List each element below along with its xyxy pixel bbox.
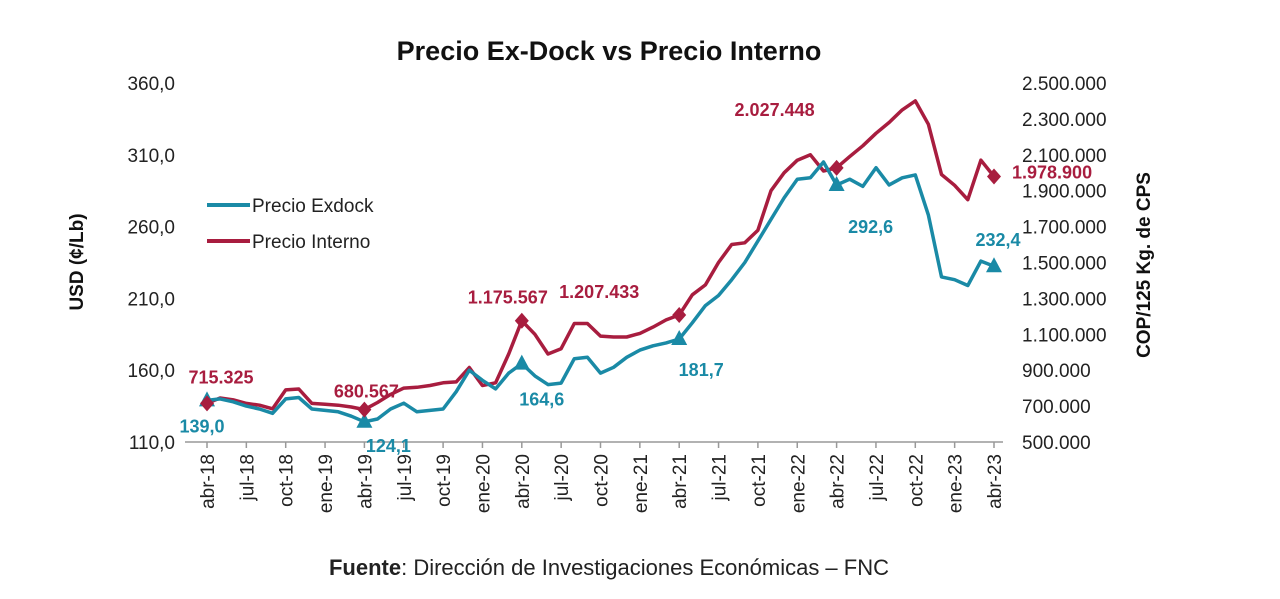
data-markers	[199, 159, 1002, 428]
y2-tick-900-000: 900.000	[1022, 361, 1091, 382]
y2-axis-ticks: 500.000 700.000 900.000 1.100.000 1.300.000 1…	[1022, 74, 1107, 454]
marker-precio-interno-2019-04	[357, 401, 372, 418]
y2-tick-1-700-000: 1.700.000	[1022, 218, 1107, 239]
series-line-precio-exdock	[205, 160, 996, 424]
source-text: : Dirección de Investigaciones Económica…	[401, 555, 889, 580]
marker-precio-interno-2020-04	[514, 312, 529, 329]
x-tick-jul-20: jul-20	[552, 454, 573, 501]
data-label-precio-exdock-2022-04: 292,6	[848, 217, 893, 237]
x-tick-ene-22: ene-22	[788, 454, 809, 513]
data-label-precio-interno-2021-04: 1.207.433	[559, 282, 639, 302]
data-label-precio-interno-2020-04: 1.175.567	[468, 288, 548, 308]
source-label: Fuente	[329, 555, 401, 580]
legend: Precio Exdock Precio Interno	[207, 196, 374, 253]
data-label-precio-interno-2019-04: 680.567	[334, 382, 399, 402]
x-tick-abr-18: abr-18	[198, 454, 219, 509]
y2-tick-2-100-000: 2.100.000	[1022, 146, 1107, 167]
marker-precio-exdock-2022-04	[828, 175, 845, 191]
data-label-precio-exdock-2020-04: 164,6	[519, 390, 564, 410]
legend-label-precio-interno: Precio Interno	[252, 232, 370, 253]
x-tick-ene-20: ene-20	[473, 454, 494, 513]
y2-tick-500-000: 500.000	[1022, 433, 1091, 454]
x-tick-jul-22: jul-22	[867, 454, 888, 501]
data-labels: 139,0 124,1 164,6 181,7 292,6 232,4 715.325 680…	[179, 100, 1092, 456]
y-tick-360-0: 360,0	[127, 74, 175, 95]
x-tick-abr-19: abr-19	[355, 454, 376, 509]
y-axis-ticks: 110,0 160,0 210,0 260,0 310,0 360,0	[127, 74, 175, 454]
data-label-precio-interno-2018-04: 715.325	[188, 367, 253, 387]
legend-label-precio-exdock: Precio Exdock	[252, 196, 374, 217]
y2-tick-1-100-000: 1.100.000	[1022, 325, 1107, 346]
x-tick-jul-19: jul-19	[395, 454, 416, 501]
marker-precio-interno-2022-04	[829, 159, 844, 176]
y-tick-210-0: 210,0	[127, 289, 175, 310]
chart-title: Precio Ex-Dock vs Precio Interno	[397, 36, 822, 66]
y2-tick-700-000: 700.000	[1022, 397, 1091, 418]
marker-precio-interno-2021-04	[672, 307, 687, 324]
x-tick-abr-22: abr-22	[828, 454, 849, 509]
data-label-precio-interno-2023-04: 1.978.900	[1012, 163, 1092, 183]
data-label-precio-exdock-2023-04: 232,4	[975, 230, 1020, 250]
x-tick-ene-21: ene-21	[631, 454, 652, 513]
x-tick-ene-19: ene-19	[316, 454, 337, 513]
x-tick-oct-22: oct-22	[906, 454, 927, 507]
y-tick-260-0: 260,0	[127, 218, 175, 239]
series-line-precio-interno	[205, 99, 996, 412]
source-note: Fuente: Dirección de Investigaciones Eco…	[329, 555, 889, 580]
x-tick-oct-18: oct-18	[277, 454, 298, 507]
y2-tick-1-900-000: 1.900.000	[1022, 182, 1107, 203]
marker-precio-exdock-2019-04	[356, 412, 373, 428]
x-tick-ene-23: ene-23	[946, 454, 967, 513]
data-label-precio-exdock-2018-04: 139,0	[179, 416, 224, 436]
x-tick-abr-20: abr-20	[513, 454, 534, 509]
marker-precio-interno-2023-04	[987, 168, 1001, 185]
marker-precio-exdock-2023-04	[986, 257, 1002, 273]
y2-axis-label: COP/125 Kg. de CPS	[1134, 172, 1155, 358]
y-tick-110-0: 110,0	[129, 433, 175, 454]
data-label-precio-exdock-2019-04: 124,1	[366, 436, 411, 456]
x-tick-abr-21: abr-21	[670, 454, 691, 509]
data-label-precio-exdock-2021-04: 181,7	[679, 360, 724, 380]
x-tick-oct-19: oct-19	[434, 454, 455, 507]
y2-tick-1-500-000: 1.500.000	[1022, 254, 1107, 275]
x-tick-abr-23: abr-23	[985, 454, 1006, 509]
y2-tick-1-300-000: 1.300.000	[1022, 289, 1107, 310]
marker-precio-interno-2018-04	[200, 395, 214, 412]
data-label-precio-interno-2022-04: 2.027.448	[735, 100, 815, 120]
x-axis-ticks: abr-18 jul-18 oct-18 ene-19 abr-19 jul-19 oct-…	[198, 442, 1006, 513]
marker-precio-exdock-2021-04	[671, 330, 688, 346]
marker-precio-exdock-2020-04	[513, 354, 530, 370]
x-tick-jul-21: jul-21	[710, 454, 731, 501]
x-tick-oct-21: oct-21	[749, 454, 770, 507]
series-lines	[205, 99, 996, 424]
y-tick-310-0: 310,0	[127, 146, 175, 167]
x-tick-oct-20: oct-20	[592, 454, 613, 507]
y-tick-160-0: 160,0	[127, 361, 175, 382]
x-tick-jul-18: jul-18	[237, 454, 258, 501]
y-axis-label: USD (¢/Lb)	[67, 213, 88, 310]
y2-tick-2-300-000: 2.300.000	[1022, 110, 1107, 131]
y2-tick-2-500-000: 2.500.000	[1022, 74, 1107, 95]
